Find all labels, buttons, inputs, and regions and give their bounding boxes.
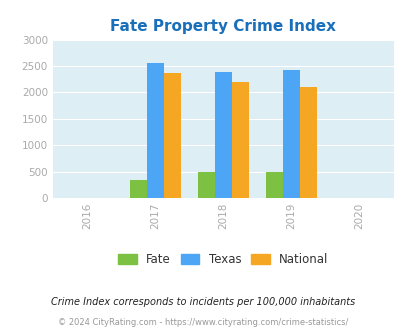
Bar [265,172,282,198]
Bar [231,82,248,198]
Bar [146,63,163,198]
Legend: Fate, Texas, National: Fate, Texas, National [113,248,333,271]
Text: © 2024 CityRating.com - https://www.cityrating.com/crime-statistics/: © 2024 CityRating.com - https://www.city… [58,318,347,327]
Bar [299,87,316,198]
Text: Crime Index corresponds to incidents per 100,000 inhabitants: Crime Index corresponds to incidents per… [51,297,354,307]
Bar [282,70,299,198]
Title: Fate Property Crime Index: Fate Property Crime Index [110,19,335,34]
Bar [163,73,180,198]
Bar [129,180,146,198]
Bar [214,72,231,198]
Bar [197,172,214,198]
